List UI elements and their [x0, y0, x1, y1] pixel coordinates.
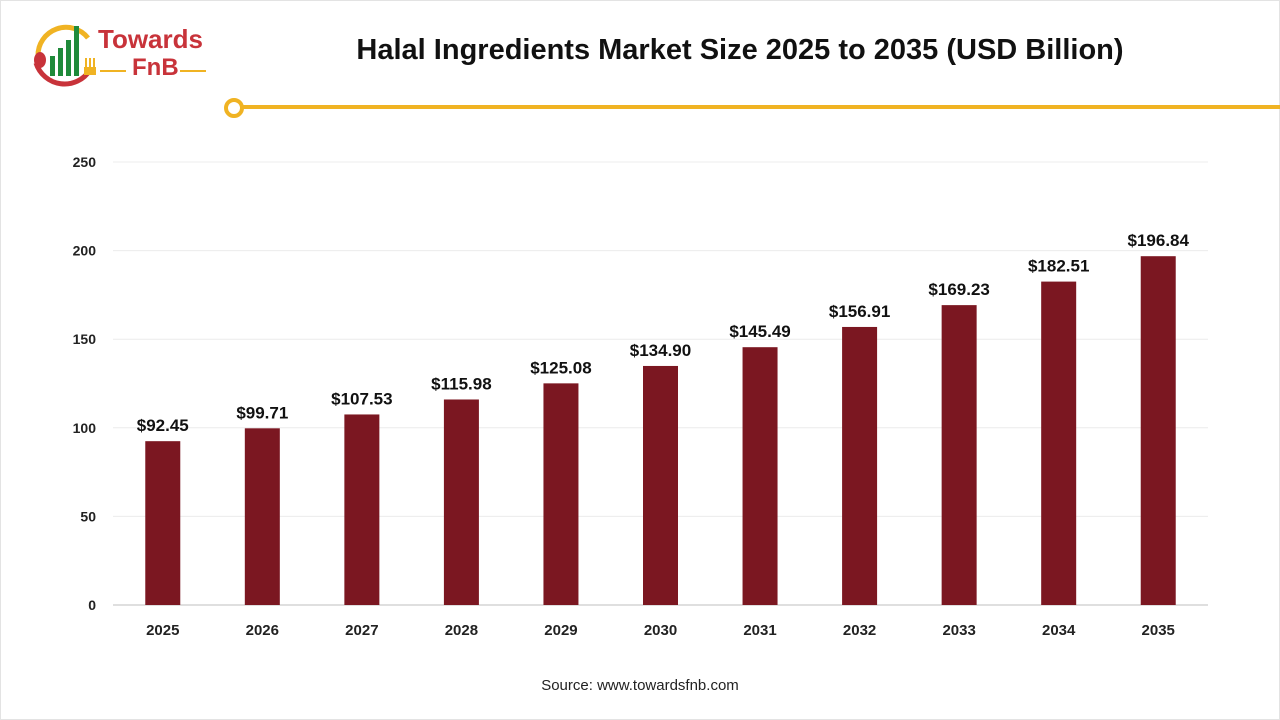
data-label: $196.84	[1128, 231, 1190, 250]
logo-dash-right	[180, 70, 206, 72]
title-underline	[241, 105, 1280, 109]
data-label: $125.08	[530, 358, 591, 377]
y-tick-label: 50	[80, 508, 96, 524]
x-tick-label: 2030	[644, 622, 677, 639]
chart-title: Halal Ingredients Market Size 2025 to 20…	[356, 34, 1124, 66]
x-tick-label: 2027	[345, 622, 378, 639]
data-label: $92.45	[137, 416, 189, 435]
data-label: $115.98	[431, 374, 492, 393]
data-label: $107.53	[331, 389, 392, 408]
logo-text-fnb: FnB	[132, 54, 179, 81]
x-tick-label: 2034	[1042, 622, 1076, 639]
y-tick-label: 250	[73, 154, 97, 170]
bar	[244, 428, 280, 605]
bar	[344, 414, 380, 605]
towards-fnb-logo: Towards FnB	[28, 18, 206, 93]
data-label: $134.90	[630, 341, 691, 360]
source-note: Source: www.towardsfnb.com	[541, 677, 739, 694]
x-tick-label: 2033	[942, 622, 975, 639]
bar	[145, 441, 181, 605]
logo-icon	[33, 24, 96, 87]
x-tick-label: 2029	[544, 622, 577, 639]
data-label: $182.51	[1028, 257, 1089, 276]
y-tick-label: 150	[73, 331, 97, 347]
logo-dash-left	[100, 70, 126, 72]
x-tick-label: 2031	[743, 622, 776, 639]
x-tick-label: 2026	[246, 622, 279, 639]
y-tick-label: 100	[73, 420, 97, 436]
x-tick-label: 2028	[445, 622, 478, 639]
data-label: $99.71	[236, 403, 288, 422]
data-label: $156.91	[829, 302, 890, 321]
bar	[1140, 256, 1176, 605]
bar	[443, 399, 479, 605]
x-tick-label: 2035	[1142, 622, 1175, 639]
bar	[543, 383, 579, 605]
title-underline-dot	[224, 98, 244, 118]
logo-text-towards: Towards	[98, 24, 203, 54]
bar	[941, 305, 977, 605]
bar	[1041, 281, 1077, 605]
x-tick-label: 2025	[146, 622, 179, 639]
bar	[643, 365, 678, 605]
data-label: $169.23	[928, 280, 989, 299]
x-tick-label: 2032	[843, 622, 876, 639]
bar	[742, 347, 778, 605]
bar	[842, 326, 878, 605]
y-tick-label: 0	[88, 597, 96, 613]
y-tick-label: 200	[73, 243, 97, 259]
data-label: $145.49	[729, 322, 790, 341]
